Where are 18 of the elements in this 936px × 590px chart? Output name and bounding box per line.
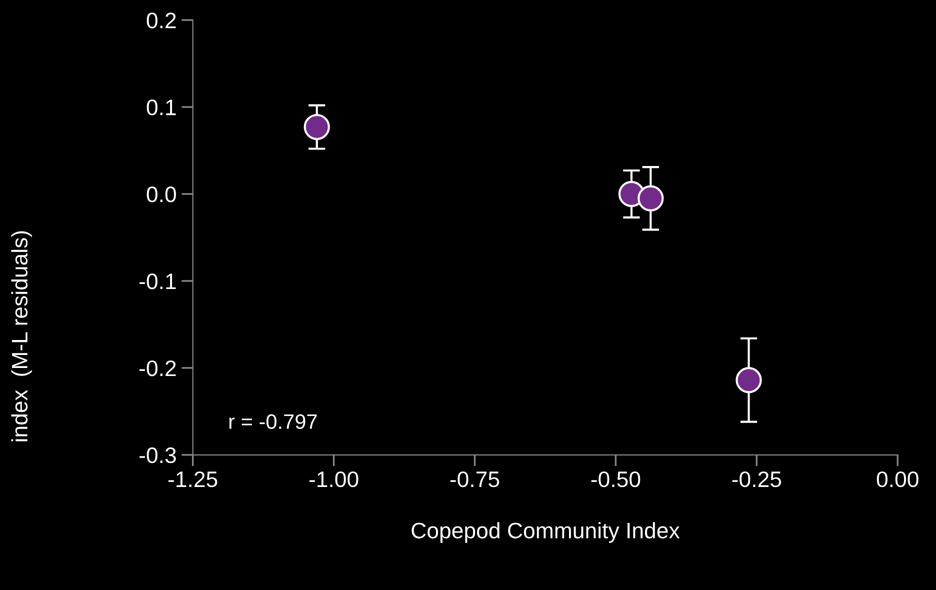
y-tick-label: -0.1 <box>140 273 176 290</box>
x-axis-title: Copepod Community Index <box>412 522 680 543</box>
x-tick-label: -0.25 <box>732 471 782 488</box>
y-tick-label: 0.2 <box>146 12 176 28</box>
y-axis-title: index (M-L residuals) <box>11 231 32 442</box>
x-tick-label: -1.00 <box>309 471 358 488</box>
x-tick-label: -0.75 <box>450 471 500 488</box>
annotation: r = -0.797 <box>229 414 317 430</box>
y-tick-label: -0.3 <box>140 447 176 464</box>
point <box>638 185 664 212</box>
y-tick-label: -0.2 <box>140 360 176 376</box>
x-tick-label: 0.00 <box>876 471 918 488</box>
point <box>304 114 330 140</box>
x-tick-label: -0.50 <box>591 471 640 488</box>
y-tick-label: 0.1 <box>146 100 176 116</box>
point <box>736 367 762 394</box>
x-tick-label: -1.25 <box>168 471 218 488</box>
y-tick-label: 0.0 <box>146 186 176 202</box>
